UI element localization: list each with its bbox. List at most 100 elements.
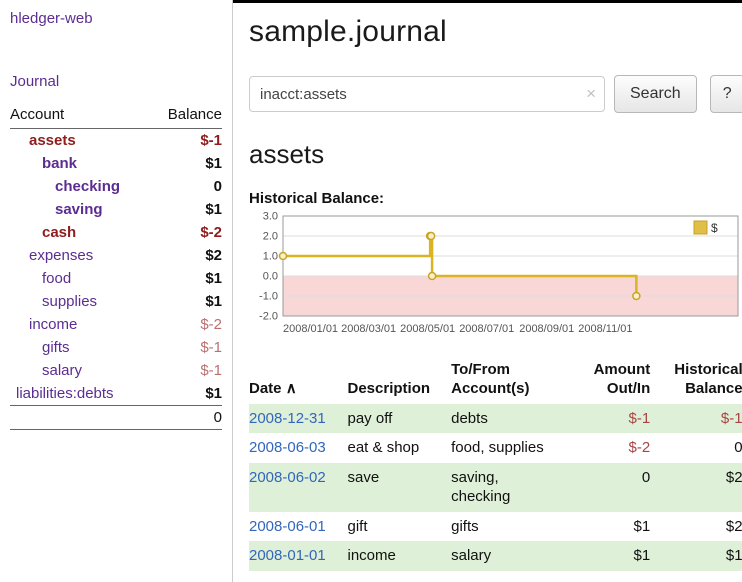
transaction-balance: $-1 — [720, 409, 742, 427]
sidebar-account-link[interactable]: expenses — [29, 247, 94, 264]
sidebar-item-journal[interactable]: Journal — [10, 73, 60, 90]
transaction-description: eat & shop — [347, 439, 420, 456]
transaction-balance: $2 — [725, 517, 742, 535]
transaction-date-link[interactable]: 2008-12-31 — [249, 409, 326, 427]
transaction-date-cell: 2008-06-01 — [249, 512, 348, 542]
transaction-balance: $2 — [725, 468, 742, 486]
svg-text:1.0: 1.0 — [263, 251, 278, 263]
account-balance: $-2 — [200, 224, 222, 241]
transaction-date-link[interactable]: 2008-01-01 — [249, 547, 326, 564]
sidebar-account-link[interactable]: income — [29, 316, 78, 333]
account-row: supplies $1 — [10, 290, 222, 313]
transaction-balance: 0 — [734, 439, 742, 456]
transaction-description: gift — [347, 517, 368, 535]
column-header-amount: Amount Out/In — [566, 359, 652, 404]
account-row: gifts $-1 — [10, 336, 222, 359]
amount-header-line1: Amount — [593, 361, 651, 378]
accounts-total-spacer — [10, 405, 153, 430]
transaction-accounts: debts — [451, 409, 488, 427]
svg-text:2008/03/01: 2008/03/01 — [341, 323, 396, 335]
accounts-total-value: 0 — [152, 405, 222, 430]
search-button[interactable]: Search — [614, 75, 697, 113]
sidebar-account-link[interactable]: saving — [55, 201, 103, 218]
sidebar-account-link[interactable]: bank — [42, 155, 78, 172]
transaction-date-link[interactable]: 2008-06-01 — [249, 517, 326, 535]
sidebar-account-link[interactable]: supplies — [42, 293, 98, 310]
account-row: assets $-1 — [10, 129, 222, 153]
amount-header-line2: Out/In — [606, 379, 651, 397]
accounts-table: Account Balance assets $-1 bank $1 checking 0… — [10, 106, 222, 430]
svg-text:2008/05/01: 2008/05/01 — [400, 323, 455, 335]
search-help-button[interactable]: ? — [709, 75, 742, 113]
account-row: bank $1 — [10, 152, 222, 175]
balance-header-line1: Historical — [674, 361, 742, 378]
accounts-header-line1: To/From — [451, 361, 511, 378]
clear-search-icon[interactable]: × — [586, 84, 596, 104]
svg-text:2008/11/01: 2008/11/01 — [578, 323, 632, 335]
svg-text:2008/07/01: 2008/07/01 — [459, 323, 514, 335]
accounts-header-balance: Balance — [152, 106, 222, 129]
transaction-row: 2008-06-02 save saving, checking 0 $2 — [249, 462, 742, 512]
transaction-row: 2008-06-01 gift gifts $1 $2 — [249, 512, 742, 542]
historical-balance-chart: 3.0 2.0 1.0 0.0 -1.0 -2.0 2008/01/01 2008/03/01… — [259, 211, 739, 335]
sidebar-account-link[interactable]: assets — [29, 132, 76, 149]
svg-text:3.0: 3.0 — [263, 211, 278, 223]
account-row: food $1 — [10, 267, 222, 290]
account-row: income $-2 — [10, 313, 222, 336]
accounts-header-row: Account Balance — [10, 106, 222, 129]
sidebar: hledger-web Journal Account Balance asse… — [0, 0, 233, 582]
transaction-date-cell: 2008-06-02 — [249, 463, 348, 512]
transaction-accounts: salary — [451, 547, 492, 564]
sidebar-account-link[interactable]: cash — [42, 224, 77, 241]
account-balance: $1 — [205, 155, 222, 172]
transaction-amount: $1 — [633, 547, 651, 564]
top-divider-bar — [233, 0, 742, 3]
account-balance: $2 — [205, 247, 222, 264]
account-row: saving $1 — [10, 198, 222, 221]
accounts-total-row: 0 — [10, 405, 222, 430]
svg-text:2008/09/01: 2008/09/01 — [519, 323, 574, 335]
transaction-amount: 0 — [641, 468, 651, 486]
app-title-link[interactable]: hledger-web — [10, 10, 93, 27]
svg-text:$: $ — [711, 221, 718, 235]
svg-text:2.0: 2.0 — [263, 231, 278, 243]
transaction-description: income — [347, 547, 396, 564]
column-header-accounts: To/From Account(s) — [451, 359, 566, 404]
column-header-balance: Historical Balance — [652, 359, 742, 404]
svg-text:2008/01/01: 2008/01/01 — [283, 323, 338, 335]
account-balance: $-1 — [200, 132, 222, 149]
transaction-amount: $-1 — [628, 409, 651, 427]
chart-title: Historical Balance: — [249, 190, 385, 207]
sidebar-account-link[interactable]: food — [42, 270, 72, 287]
transaction-row: 2008-01-01 income salary $1 $1 — [249, 541, 742, 571]
sidebar-account-link[interactable]: gifts — [42, 339, 70, 356]
account-balance: $-1 — [200, 362, 222, 379]
account-row: checking 0 — [10, 175, 222, 198]
svg-text:0.0: 0.0 — [263, 271, 278, 283]
search-input[interactable] — [249, 76, 605, 112]
transaction-description: pay off — [347, 409, 393, 427]
search-box: × — [249, 76, 605, 112]
transaction-amount: $1 — [633, 517, 651, 535]
column-header-date[interactable]: Date ∧ — [249, 359, 348, 404]
transaction-row: 2008-12-31 pay off debts $-1 $-1 — [249, 403, 742, 433]
transaction-row: 2008-06-03 eat & shop food, supplies $-2 0 — [249, 433, 742, 463]
sidebar-account-link[interactable]: salary — [42, 362, 83, 379]
sidebar-account-link[interactable]: checking — [55, 178, 121, 195]
account-balance: $1 — [205, 385, 222, 402]
transaction-date-link[interactable]: 2008-06-03 — [249, 439, 326, 456]
page-title: sample.journal — [249, 15, 447, 48]
balance-header-line2: Balance — [685, 379, 742, 397]
transaction-accounts: gifts — [451, 517, 479, 535]
accounts-header-account: Account — [10, 106, 153, 129]
sidebar-account-link[interactable]: liabilities:debts — [16, 385, 114, 402]
account-balance: 0 — [213, 178, 222, 195]
account-balance: $-1 — [200, 339, 222, 356]
account-row: expenses $2 — [10, 244, 222, 267]
account-row: cash $-2 — [10, 221, 222, 244]
account-heading: assets — [249, 139, 325, 169]
transaction-date-cell: 2008-01-01 — [249, 541, 348, 571]
transaction-date-link[interactable]: 2008-06-02 — [249, 468, 326, 486]
search-bar: × Search ? — [249, 75, 742, 113]
